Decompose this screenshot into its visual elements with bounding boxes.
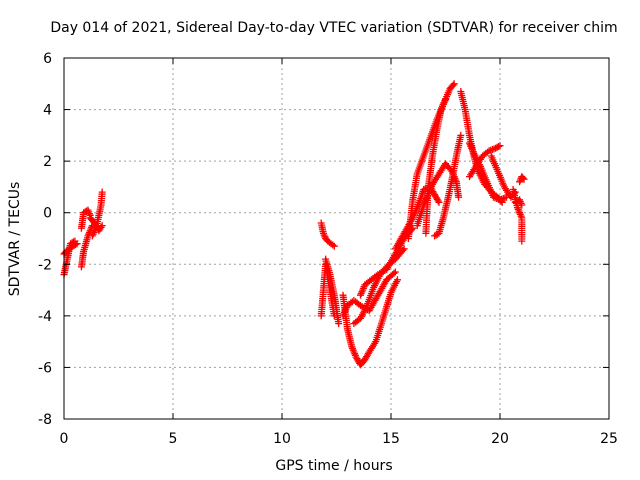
- x-tick-label: 25: [600, 431, 618, 447]
- series-segment-3a: [317, 219, 338, 250]
- x-tick-label: 0: [60, 431, 69, 447]
- series-segment-2b: [77, 206, 94, 232]
- series-segment-2d: [86, 214, 106, 235]
- data-markers: [77, 222, 96, 271]
- series-segment-4c: [350, 245, 408, 328]
- series-segment-7b: [516, 173, 528, 186]
- data-markers: [466, 142, 504, 181]
- x-axis-label: GPS time / hours: [275, 458, 392, 474]
- series-segment-5e: [431, 131, 465, 240]
- y-tick-label: 2: [43, 154, 52, 170]
- axis-ticks: 0 5 10 15 20 25 -8 -6 -4 -2 0 2 4 6: [38, 51, 618, 447]
- data-markers: [339, 268, 399, 320]
- x-tick-label: 20: [491, 431, 509, 447]
- data-markers: [77, 206, 94, 232]
- data-markers: [322, 255, 343, 328]
- series-segment-7c: [511, 196, 526, 209]
- data-markers: [350, 245, 408, 328]
- y-axis-label: SDTVAR / TECUs: [7, 182, 23, 297]
- y-tick-label: -8: [38, 412, 52, 428]
- chart-title: Day 014 of 2021, Sidereal Day-to-day VTE…: [50, 20, 617, 36]
- y-tick-label: -6: [38, 360, 52, 376]
- data-markers: [317, 219, 338, 250]
- x-tick-label: 10: [273, 431, 291, 447]
- series-segment-2a: [77, 222, 96, 271]
- data-markers: [511, 196, 526, 209]
- y-tick-label: -4: [38, 309, 52, 325]
- y-tick-label: 4: [43, 103, 52, 119]
- series-segment-6c: [466, 142, 504, 181]
- plot-frame: [63, 57, 610, 420]
- data-points: [60, 80, 528, 369]
- y-tick-label: 0: [43, 206, 52, 222]
- data-markers: [431, 131, 465, 240]
- series-segment-4b: [339, 268, 399, 320]
- grid: [64, 58, 609, 419]
- x-tick-label: 15: [382, 431, 400, 447]
- series-segment-3c: [322, 255, 343, 328]
- data-markers: [86, 214, 106, 235]
- data-markers: [422, 95, 449, 237]
- x-tick-label: 5: [169, 431, 178, 447]
- series-segment-5d: [422, 95, 449, 237]
- data-markers: [516, 173, 528, 186]
- y-tick-label: -2: [38, 257, 52, 273]
- y-tick-label: 6: [43, 51, 52, 67]
